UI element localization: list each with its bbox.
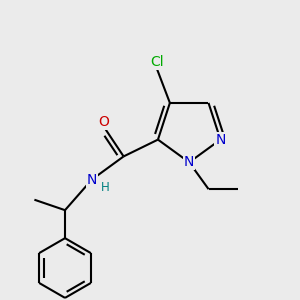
Text: O: O [98, 115, 109, 129]
Text: Cl: Cl [150, 55, 164, 69]
Text: H: H [100, 181, 109, 194]
Text: N: N [184, 155, 194, 169]
Text: N: N [215, 133, 226, 147]
Text: N: N [87, 172, 97, 187]
